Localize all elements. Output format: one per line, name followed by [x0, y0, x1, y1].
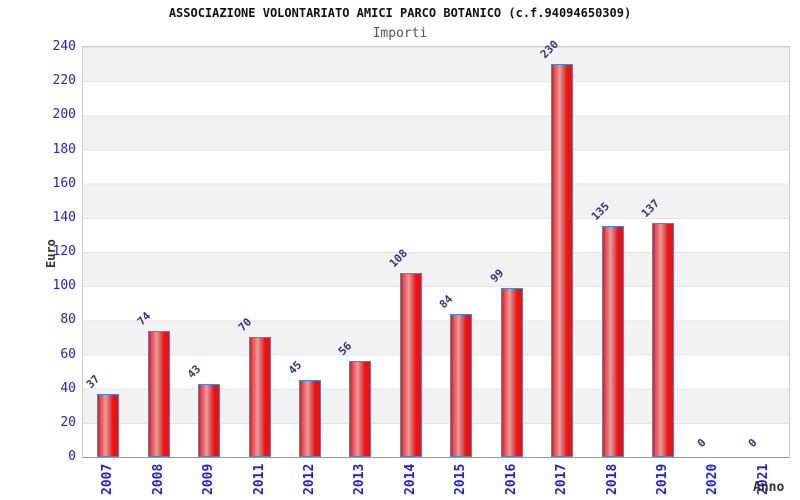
bar-value-label: 43 — [184, 361, 204, 381]
y-tick-label: 220 — [52, 73, 76, 89]
x-tick-label: 2020 — [705, 463, 721, 495]
bar — [248, 337, 271, 457]
bar-value-label: 84 — [437, 291, 456, 311]
x-tick-label: 2019 — [654, 463, 670, 495]
x-tick-label: 2009 — [201, 463, 217, 495]
chart-title: ASSOCIAZIONE VOLONTARIATO AMICI PARCO BO… — [168, 6, 632, 20]
x-tick-label: 2015 — [453, 463, 469, 495]
plot-area: 37 74 43 70 45 56 108 84 99 230 135 137 0 0 — [82, 38, 790, 458]
y-tick-label: 0 — [68, 449, 76, 464]
bar-value-label: 230 — [537, 37, 562, 62]
bar — [651, 222, 674, 457]
bar — [147, 330, 170, 457]
y-tick-label: 200 — [52, 107, 76, 123]
x-tick-label: 2007 — [100, 463, 116, 495]
y-tick-label: 40 — [60, 380, 76, 396]
bar-value-label: 56 — [336, 339, 355, 359]
y-tick-label: 240 — [52, 39, 76, 54]
bar-value-label: 137 — [638, 196, 662, 220]
y-tick-label: 80 — [60, 312, 76, 328]
x-tick-label: 2018 — [604, 463, 620, 495]
bar — [551, 64, 574, 457]
y-tick-label: 100 — [52, 278, 76, 294]
y-tick-label: 180 — [52, 141, 76, 157]
y-tick-label: 60 — [60, 346, 76, 362]
bar — [601, 226, 624, 457]
chart-subtitle: Importi — [372, 26, 428, 41]
y-tick-label: 140 — [52, 209, 76, 225]
x-tick-label: 2008 — [150, 463, 166, 495]
x-axis-label: Anno — [753, 480, 785, 495]
bar-value-label: 70 — [235, 315, 254, 335]
x-tick-label: 2011 — [251, 463, 267, 495]
bar-value-label: 45 — [285, 358, 305, 378]
x-tick-label: 2017 — [554, 463, 570, 495]
x-tick-label: 2013 — [352, 463, 368, 495]
bar-value-label: 0 — [745, 436, 760, 450]
bar-value-label: 135 — [588, 200, 612, 224]
y-tick-label: 120 — [52, 244, 76, 259]
y-tick-label: 160 — [52, 175, 76, 191]
bar-value-label: 37 — [84, 372, 103, 391]
bar — [450, 313, 473, 457]
bar — [349, 361, 372, 457]
bar-value-label: 108 — [386, 246, 410, 270]
y-tick-label: 20 — [60, 414, 76, 430]
x-tick-label: 2012 — [301, 463, 317, 495]
x-tick-label: 2014 — [402, 463, 418, 495]
bar — [298, 380, 321, 457]
x-tick-label: 2016 — [503, 463, 519, 495]
bar-value-label: 99 — [487, 266, 507, 285]
bar-value-label: 0 — [695, 436, 710, 450]
bar — [97, 393, 120, 457]
bar — [198, 383, 221, 457]
bar-value-label: 74 — [134, 309, 154, 328]
bar — [500, 287, 523, 457]
bar — [399, 272, 422, 457]
